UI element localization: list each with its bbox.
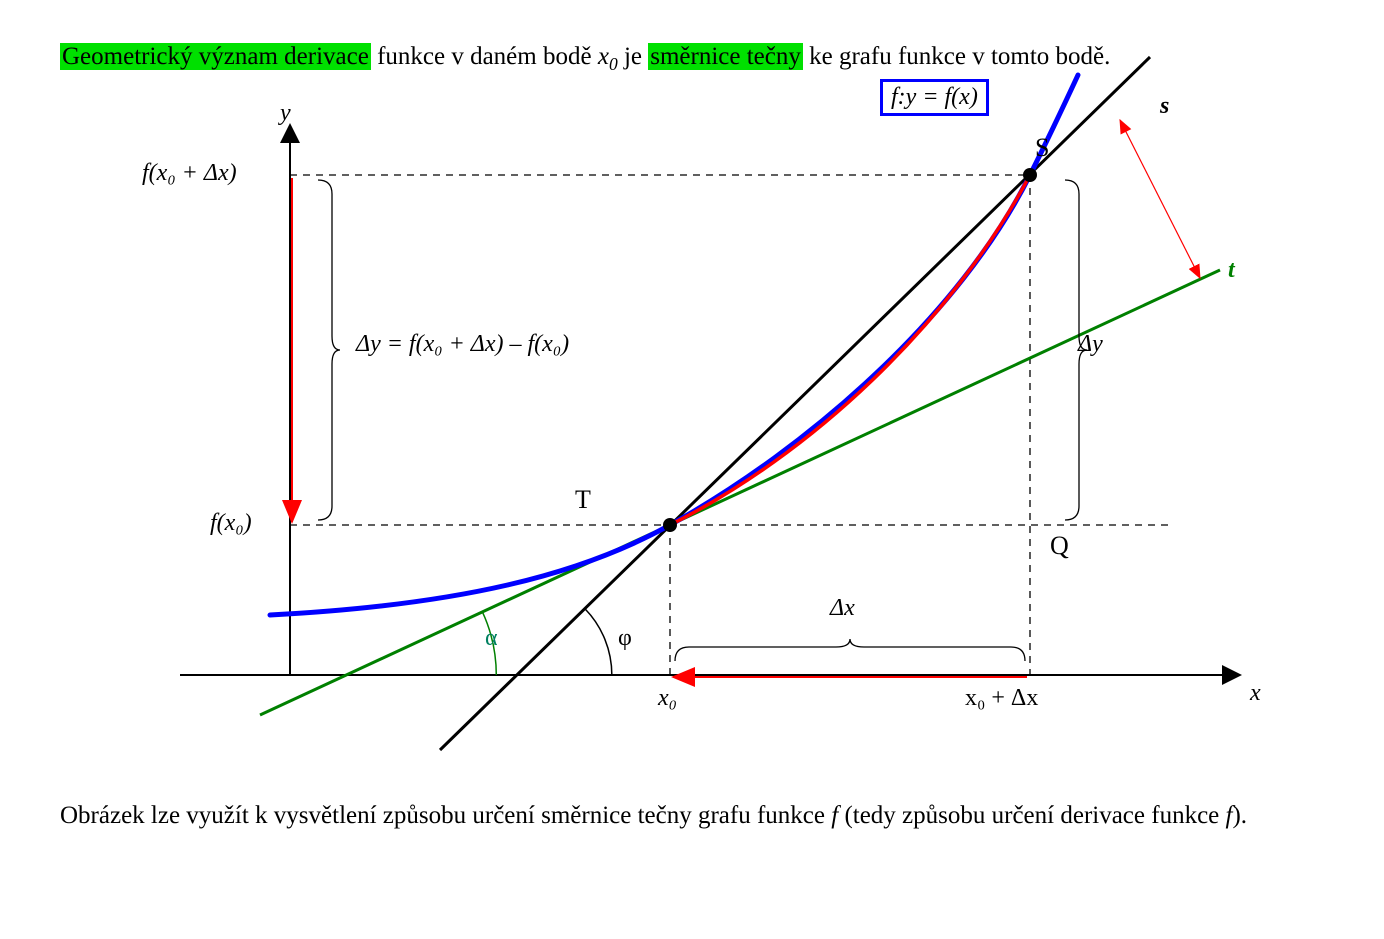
point-Q-label: Q (1050, 531, 1069, 561)
label-dx: Δx (830, 595, 855, 622)
y-axis-label: y (280, 100, 291, 127)
label-phi: φ (618, 625, 632, 652)
outro-paragraph: Obrázek lze využít k vysvětlení způsobu … (60, 799, 1324, 833)
highlight-1: Geometrický význam derivace (60, 43, 371, 70)
label-x0: x₀ (658, 685, 677, 712)
highlight-2: směrnice tečny (648, 43, 803, 70)
label-fx0: f(x₀) (210, 510, 252, 537)
label-t: t (1228, 257, 1235, 284)
label-delta-eq: Δy = f(x₀ + Δx) – f(x₀) (356, 331, 569, 358)
label-s: s (1160, 93, 1169, 120)
point-S-label: S (1035, 133, 1049, 163)
x-axis-label: x (1250, 680, 1261, 707)
label-fx0dx: f(x₀ + Δx) (142, 160, 237, 187)
label-dy: Δy (1078, 331, 1103, 358)
derivative-diagram: y x f(x₀ + Δx) f(x₀) Δy = f(x₀ + Δx) – f… (110, 85, 1310, 785)
label-alpha: α (485, 625, 498, 652)
label-x0dx: x₀ + Δx (965, 685, 1038, 712)
function-box: f:y = f(x) (880, 79, 989, 116)
point-T-label: T (575, 485, 591, 515)
